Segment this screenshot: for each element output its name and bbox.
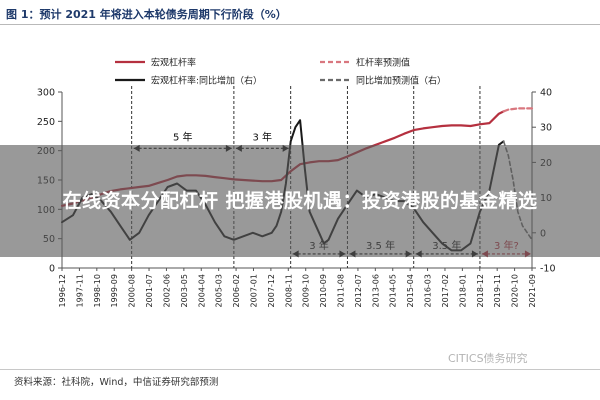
x-tick-label: 2013-06: [371, 274, 380, 307]
left-tick-label: 0: [49, 264, 55, 275]
x-tick-label: 1996-12: [58, 274, 67, 307]
right-tick-label: 30: [540, 123, 552, 134]
x-tick-label: 2009-10: [302, 274, 311, 307]
figure-title: 图 1：预计 2021 年将进入本轮债务周期下行阶段（%）: [6, 8, 287, 21]
x-tick-label: 2007-12: [267, 274, 276, 307]
x-tick-label: 2006-02: [232, 274, 241, 307]
left-tick-label: 300: [37, 88, 55, 99]
period-label: 5 年: [173, 130, 193, 143]
x-tick-label: 1997-11: [75, 274, 84, 307]
x-tick-label: 2004-04: [197, 274, 206, 307]
x-tick-label: 2015-04: [406, 274, 415, 307]
left-tick-label: 250: [37, 117, 55, 128]
right-tick-label: -10: [540, 264, 556, 275]
leverage-forecast-line: [502, 107, 534, 113]
right-tick-label: 40: [540, 88, 552, 99]
title-divider: [0, 24, 600, 25]
x-tick-label: 2016-03: [424, 274, 433, 307]
x-tick-label: 2018-12: [476, 274, 485, 307]
x-tick-label: 1999-09: [110, 274, 119, 307]
overlay-banner[interactable]: 在线资本分配杠杆 把握港股机遇：投资港股的基金精选: [0, 145, 600, 257]
x-tick-label: 2017-02: [441, 274, 450, 307]
x-tick-label: 2000-08: [128, 274, 137, 307]
x-tick-label: 2019-11: [493, 274, 502, 307]
x-tick-label: 2007-01: [249, 274, 258, 307]
period-label: 3 年: [252, 130, 272, 143]
x-tick-label: 2001-07: [145, 274, 154, 307]
legend-label: 宏观杠杆率: [151, 57, 196, 69]
footer-divider: [0, 369, 600, 370]
source-note: 资料来源：社科院，Wind，中信证券研究部预测: [14, 377, 219, 388]
x-tick-label: 2020-10: [511, 274, 520, 307]
banner-headline[interactable]: 在线资本分配杠杆 把握港股机遇：投资港股的基金精选: [62, 190, 538, 212]
x-tick-label: 2005-03: [215, 274, 224, 307]
x-tick-label: 2003-05: [180, 274, 189, 307]
legend-label: 杠杆率预测值: [356, 57, 410, 69]
legend-label: 同比增加预测值（右）: [356, 75, 446, 87]
x-tick-label: 2018-01: [458, 274, 467, 307]
x-tick-label: 2010-09: [319, 274, 328, 307]
x-tick-label: 2021-09: [528, 274, 537, 307]
x-tick-label: 2002-06: [162, 274, 171, 307]
watermark-text: CITICS债务研究: [448, 352, 528, 365]
x-tick-label: 2014-05: [389, 274, 398, 307]
x-tick-label: 2008-11: [284, 274, 293, 307]
x-tick-label: 2011-08: [337, 274, 346, 307]
x-tick-label: 1998-10: [93, 274, 102, 307]
x-tick-label: 2012-07: [354, 274, 363, 307]
legend-label: 宏观杠杆率:同比增加（右）: [151, 75, 262, 87]
